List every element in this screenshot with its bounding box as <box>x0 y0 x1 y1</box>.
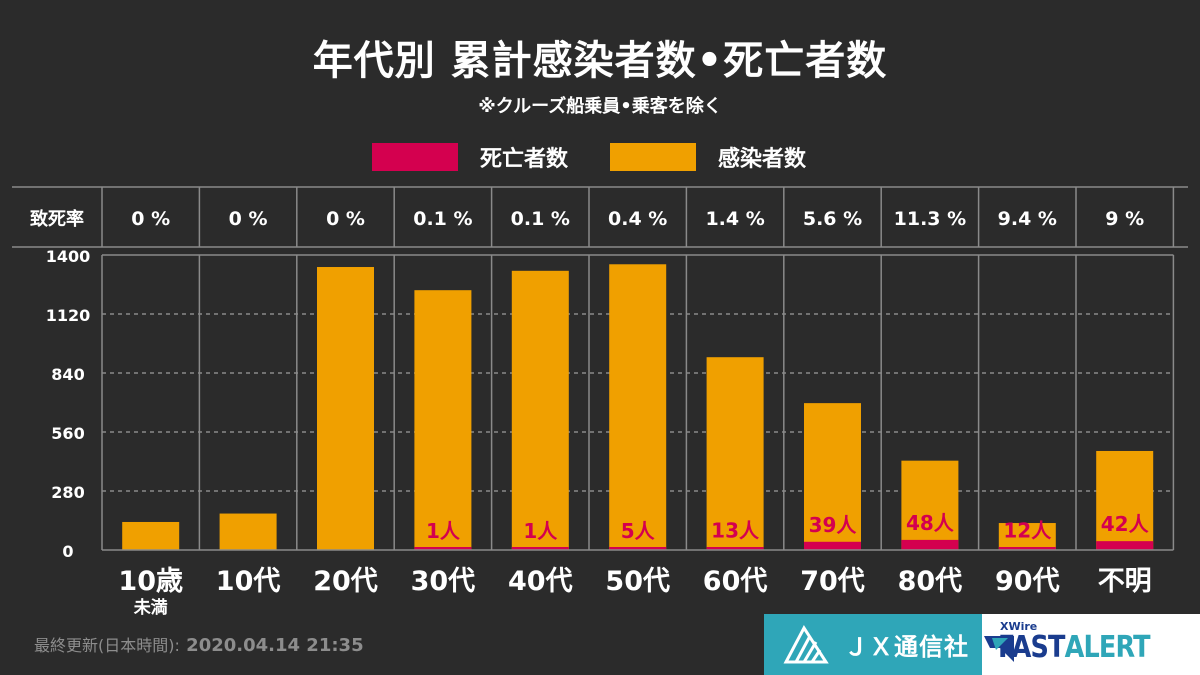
x-category-label: 60代 <box>703 566 768 597</box>
bar-cases <box>804 403 861 550</box>
bar-cases <box>609 264 667 550</box>
last-updated: 最終更新(日本時間): 2020.04.14 21:35 <box>34 632 364 656</box>
death-count-label: 12人 <box>1003 518 1052 542</box>
y-tick-label: 280 <box>51 483 84 502</box>
bar-cases <box>998 523 1056 550</box>
lightning-bolt-icon <box>984 636 1014 662</box>
fatality-rate-value: 9 % <box>1105 208 1144 230</box>
legend-item-cases: 感染者数 <box>610 142 806 172</box>
x-category-label: 20代 <box>313 566 378 597</box>
x-category-label: 90代 <box>995 566 1060 597</box>
bar-deaths <box>804 541 861 550</box>
x-category-label: 10歳 <box>118 566 183 597</box>
bar-deaths <box>998 547 1056 550</box>
bar-deaths <box>706 547 764 550</box>
bar-cases <box>511 270 569 550</box>
fatality-rate-value: 0.4 % <box>608 208 667 230</box>
y-tick-label: 1400 <box>46 247 91 266</box>
legend-swatch-cases <box>610 143 696 171</box>
x-category-sublabel: 未満 <box>133 597 168 618</box>
chart-title: 年代別 累計感染者数•死亡者数 <box>312 38 888 84</box>
xwire-text: XWire <box>1000 620 1038 633</box>
death-count-label: 39人 <box>809 513 858 537</box>
legend-label-cases: 感染者数 <box>718 147 807 172</box>
last-updated-time: 2020.04.14 21:35 <box>186 635 364 656</box>
fatality-rate-value: 11.3 % <box>894 208 967 230</box>
bar-deaths <box>414 547 472 550</box>
fatality-rate-value: 0 % <box>131 208 170 230</box>
bar-cases <box>1096 450 1154 550</box>
death-count-label: 42人 <box>1101 512 1150 536</box>
death-count-label: 1人 <box>426 519 461 543</box>
alert-text: ALERT <box>1064 630 1151 665</box>
fatality-rate-value: 9.4 % <box>998 208 1057 230</box>
bar-cases <box>901 460 959 550</box>
chart-subtitle: ※クルーズ船乗員•乗客を除く <box>478 96 722 117</box>
jx-logo-text: ＪＸ通信社 <box>844 633 969 661</box>
fatality-rate-header: 致死率 <box>30 208 84 230</box>
fatality-rate-value: 5.6 % <box>803 208 862 230</box>
y-tick-label: 0 <box>62 542 73 561</box>
jx-mark-icon <box>783 624 829 663</box>
bar-deaths <box>901 539 959 550</box>
bar-cases <box>317 267 374 550</box>
bar-deaths <box>511 547 569 550</box>
legend-swatch-deaths <box>372 143 458 171</box>
legend-label-deaths: 死亡者数 <box>480 147 569 172</box>
fatality-rate-value: 0 % <box>229 208 268 230</box>
x-category-label: 10代 <box>216 566 281 597</box>
fastalert-logo: XWire FASTALERT <box>982 614 1200 675</box>
y-tick-label: 840 <box>51 365 84 384</box>
x-category-label: 不明 <box>1098 566 1152 597</box>
bar-cases <box>219 513 277 550</box>
x-category-label: 30代 <box>411 566 476 597</box>
x-category-label: 70代 <box>800 566 865 597</box>
jx-logo: ＪＸ通信社 <box>764 614 982 675</box>
death-count-label: 48人 <box>906 511 955 535</box>
fastalert-text: FASTALERT <box>998 630 1150 665</box>
bar-cases <box>414 290 472 550</box>
bar-cases <box>706 357 764 550</box>
y-tick-label: 1120 <box>46 306 91 325</box>
bar-deaths <box>1096 541 1154 550</box>
bar-cases <box>122 521 180 550</box>
fatality-rate-value: 1.4 % <box>705 208 764 230</box>
death-count-label: 5人 <box>621 519 656 543</box>
fatality-rate-value: 0.1 % <box>511 208 570 230</box>
fatality-rate-value: 0 % <box>326 208 365 230</box>
x-category-label: 40代 <box>508 566 573 597</box>
death-count-label: 1人 <box>523 519 558 543</box>
last-updated-label: 最終更新(日本時間): <box>34 636 180 655</box>
legend-item-deaths: 死亡者数 <box>372 142 568 172</box>
bar-deaths <box>609 547 667 550</box>
y-tick-label: 560 <box>51 424 84 443</box>
fatality-rate-value: 0.1 % <box>413 208 472 230</box>
x-category-label: 50代 <box>605 566 670 597</box>
x-category-label: 80代 <box>898 566 963 597</box>
death-count-label: 13人 <box>711 518 760 542</box>
